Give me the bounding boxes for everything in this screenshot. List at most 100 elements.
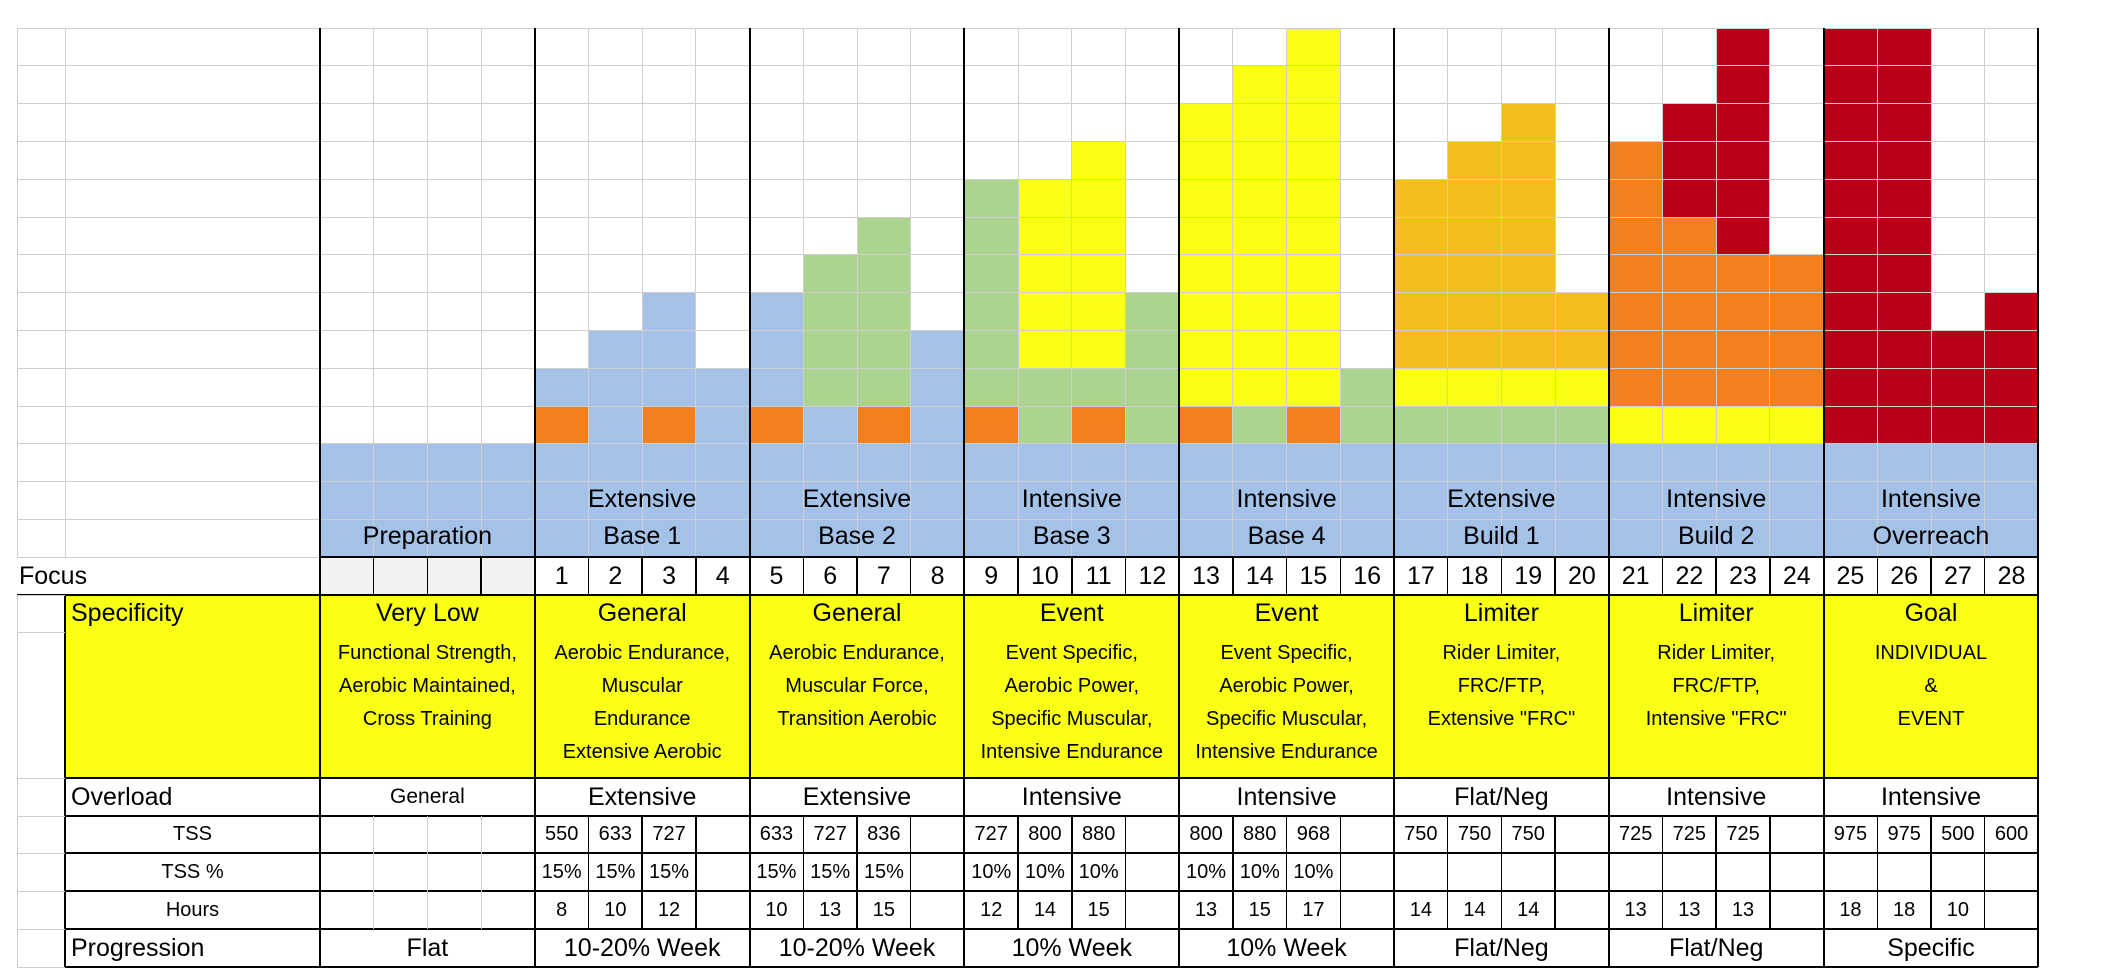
bar-week-20 xyxy=(1555,443,1610,483)
week-cell-divider xyxy=(1339,816,1342,929)
tss-pct-value xyxy=(1824,853,1878,891)
gridline-col xyxy=(1554,28,1556,558)
week-number: 11 xyxy=(1085,561,1112,590)
phase-name-line: Base 4 xyxy=(1247,522,1326,551)
gridline-col xyxy=(1662,28,1663,558)
gridline-row xyxy=(17,815,65,817)
phase-name-line: Extensive xyxy=(802,485,912,514)
description-line: Intensive Endurance xyxy=(980,740,1163,763)
progression-value: Flat/Neg xyxy=(1454,933,1549,962)
hours-value xyxy=(1985,891,2039,929)
tss-pct-value xyxy=(1394,853,1448,891)
specificity-value: Limiter xyxy=(1463,599,1539,628)
tss-value: 633 xyxy=(759,823,794,845)
tss-value: 725 xyxy=(1726,823,1760,845)
bar-week-19 xyxy=(1501,368,1556,407)
gridline-row xyxy=(17,632,65,634)
bar-week-22 xyxy=(1662,443,1717,483)
row-label-tss: TSS xyxy=(173,823,212,845)
tss-value: 727 xyxy=(813,823,847,845)
week-cell-divider xyxy=(1500,816,1503,929)
hours-value: 10 xyxy=(1946,898,1969,921)
gridline-col xyxy=(1339,28,1341,558)
phase-description: Aerobic Endurance, Muscular Force, Transit… xyxy=(750,633,965,782)
phase-name: Intensive Base 3 xyxy=(964,482,1179,556)
hours-value xyxy=(1126,891,1180,929)
focus-cell-divider xyxy=(1876,557,1879,595)
overload-value: General xyxy=(390,785,465,808)
gridline-row xyxy=(17,254,2039,256)
week-cell-divider xyxy=(1715,816,1717,929)
bar-week-12 xyxy=(1125,443,1180,483)
gridline-col xyxy=(802,28,804,558)
bar-week-19 xyxy=(1501,443,1556,483)
phase-description: Functional Strength, Aerobic Maintained, C… xyxy=(320,633,535,782)
bar-week-20 xyxy=(1555,406,1610,445)
week-number: 19 xyxy=(1514,561,1543,590)
phase-name-line: Base 1 xyxy=(603,522,682,551)
tss-bottom xyxy=(65,852,2039,854)
bar-week-24 xyxy=(1769,406,1825,445)
tss-pct-value xyxy=(1931,853,1985,891)
hours-value xyxy=(1340,891,1394,929)
bar-week-23 xyxy=(1716,443,1771,483)
tss-pct-value: 10% xyxy=(1186,860,1227,883)
focus-cell-divider xyxy=(1822,557,1825,595)
week-cell-divider xyxy=(802,816,805,929)
tss-value xyxy=(1770,816,1824,853)
row-label-hours: Hours xyxy=(165,898,220,921)
gridline-col xyxy=(910,28,912,558)
week-number: 22 xyxy=(1675,561,1704,590)
phase-name-line: Base 3 xyxy=(1032,522,1111,551)
focus-cell-divider xyxy=(963,557,966,595)
bar-week-5 xyxy=(749,292,804,407)
bar-week-18 xyxy=(1447,368,1502,407)
specificity-value: General xyxy=(812,599,902,628)
bar-week-17 xyxy=(1394,368,1449,407)
tss-pct-value: 15% xyxy=(649,860,690,883)
tss-pct-value xyxy=(696,853,750,891)
specificity-value: Limiter xyxy=(1678,599,1754,628)
tss-pct-value: 10% xyxy=(1024,860,1065,883)
bar-week-14 xyxy=(1232,406,1288,445)
description-line: Specific Muscular, xyxy=(991,707,1153,730)
week-number: 26 xyxy=(1890,561,1919,590)
bar-week-17 xyxy=(1394,406,1449,445)
bar-week-1 xyxy=(534,443,589,483)
overload-value: Intensive xyxy=(1236,782,1337,811)
bar-week-18 xyxy=(1447,406,1502,445)
bar-week-18 xyxy=(1447,443,1502,483)
bar-week-13 xyxy=(1179,443,1234,483)
week-number: 23 xyxy=(1729,561,1757,590)
description-line: Intensive "FRC" xyxy=(1645,707,1787,730)
hours-value: 18 xyxy=(1893,898,1916,921)
bar-week-22 xyxy=(1662,103,1717,218)
gridline-row xyxy=(17,405,2039,407)
gridline-row xyxy=(17,367,2039,369)
description-line: Endurance xyxy=(593,707,691,730)
phase-name: Extensive Base 2 xyxy=(750,482,965,556)
gridline-col xyxy=(1930,28,1932,558)
phase-name-line: Build 2 xyxy=(1677,522,1755,551)
overload-value: Intensive xyxy=(1666,782,1767,811)
focus-cell-divider xyxy=(1983,557,1986,595)
hours-value: 13 xyxy=(1678,898,1701,921)
bar-week-11 xyxy=(1071,443,1126,483)
tss-value: 727 xyxy=(652,823,686,845)
hours-value xyxy=(911,891,965,929)
tss-value: 725 xyxy=(1618,823,1653,845)
gridline-row xyxy=(17,103,2039,105)
bar-week-16 xyxy=(1340,443,1395,483)
hours-value: 15 xyxy=(872,898,895,921)
gridline-col xyxy=(1500,28,1502,558)
focus-cell-divider xyxy=(1446,557,1449,595)
phase-description: Event Specific, Aerobic Power, Specific Mu… xyxy=(964,633,1179,782)
bar-week-25 xyxy=(1823,28,1878,445)
week-cell-divider xyxy=(1285,816,1288,929)
tss-value: 633 xyxy=(598,823,633,845)
gridline-col xyxy=(1984,28,1986,558)
tss-value: 750 xyxy=(1404,823,1438,845)
phase-name: Extensive Base 1 xyxy=(535,482,750,556)
description-line: Functional Strength, xyxy=(337,641,517,664)
